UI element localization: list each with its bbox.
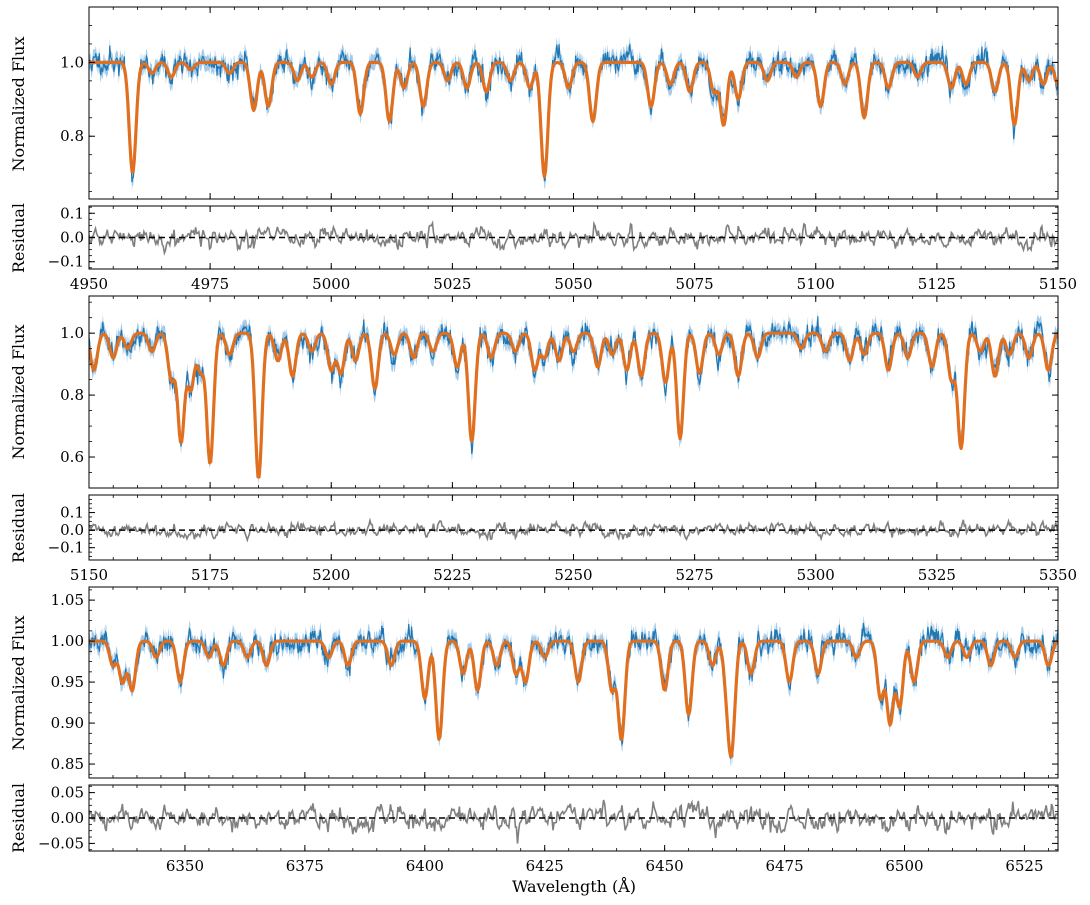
- x-tick-label: 5150: [70, 566, 108, 584]
- y-tick-label: −0.1: [48, 253, 84, 271]
- y-tick-label: 0.0: [60, 229, 84, 247]
- panel-1-residual-axes: −0.1 0.0 0.1 4950 4975 5000 5025 5050 5075 5100 51…: [48, 204, 1078, 293]
- y-tick-label: 1.05: [51, 591, 84, 609]
- model-fit-line: [89, 639, 1058, 759]
- residual-line: [89, 220, 1058, 256]
- x-tick-label: 5225: [433, 566, 471, 584]
- y-tick-label: 1.0: [60, 324, 84, 342]
- x-tick-label: 4950: [70, 275, 108, 293]
- panel-1-series: [89, 36, 1058, 191]
- y-tick-label: 0.00: [51, 809, 84, 827]
- x-tick-label: 5300: [797, 566, 835, 584]
- x-tick-label: 5250: [554, 566, 592, 584]
- x-tick-label: 5325: [918, 566, 956, 584]
- panel-3-spectrum: 0.85 0.90 0.95 1.00 1.05 Normalized Flux: [9, 586, 1059, 779]
- x-tick-label: 6525: [1005, 857, 1043, 875]
- observed-spectrum-line: [89, 622, 1058, 760]
- y-tick-label: 0.0: [60, 521, 84, 539]
- residual-line: [89, 799, 1058, 844]
- panel-1-residual-series: [89, 220, 1058, 256]
- panel-2-residual-axes: −0.10.00.1 5150 5175 5200 5225 5250 5275 5300 53…: [48, 494, 1077, 584]
- y-tick-label: 1.00: [51, 632, 84, 650]
- y-tick-label: −0.05: [38, 834, 84, 852]
- y-tick-label: 1.0: [60, 53, 84, 71]
- y-tick-label: 0.05: [51, 784, 84, 802]
- x-tick-label: 5150: [1039, 275, 1077, 293]
- panel-2-axes: 0.6 0.8 1.0: [60, 295, 1059, 489]
- x-tick-label: 5050: [554, 275, 592, 293]
- x-tick-label: 4975: [191, 275, 229, 293]
- residual-line: [89, 517, 1058, 543]
- y-tick-label: 0.8: [60, 127, 84, 145]
- observed-spectrum-line: [89, 316, 1058, 479]
- panel-1-residual: −0.1 0.0 0.1 4950 4975 5000 5025 5050 5075 5100 51…: [9, 203, 1077, 293]
- model-fit-line: [89, 60, 1058, 179]
- x-axis-label: Wavelength (Å): [512, 876, 636, 896]
- x-tick-label: 6400: [406, 857, 444, 875]
- y-tick-label: 0.8: [60, 386, 84, 404]
- panel-1-axes: 0.8 1.0: [60, 6, 1059, 200]
- model-fit-line: [89, 331, 1058, 479]
- panel-3-residual: −0.05 0.00 0.05 6350 6375 6400 6425 6450 6475 650…: [9, 783, 1059, 875]
- panel-1-spectrum: 0.8 1.0 Normalized Flux: [9, 6, 1059, 200]
- x-tick-label: 5350: [1039, 566, 1077, 584]
- x-tick-label: 6425: [526, 857, 564, 875]
- panel-2-ylabel: Normalized Flux: [9, 325, 28, 460]
- axes-frame: [88, 6, 1059, 200]
- axes-frame: [88, 295, 1059, 489]
- x-tick-label: 5000: [312, 275, 350, 293]
- panel-2-residual-series: [89, 517, 1058, 543]
- panel-2-residual: −0.10.00.1 5150 5175 5200 5225 5250 5275 5300 53…: [9, 493, 1077, 584]
- panel-3-axes: 0.85 0.90 0.95 1.00 1.05: [51, 586, 1059, 779]
- x-tick-label: 5025: [433, 275, 471, 293]
- x-tick-label: 5275: [676, 566, 714, 584]
- y-tick-label: 0.90: [51, 714, 84, 732]
- panel-1-ylabel: Normalized Flux: [9, 37, 28, 172]
- observed-error-band: [89, 36, 1058, 191]
- x-tick-label: 6475: [765, 857, 803, 875]
- observed-error-band: [89, 308, 1058, 486]
- panel-3-ylabel: Normalized Flux: [9, 616, 28, 751]
- y-tick-label: 0.1: [60, 204, 84, 222]
- x-tick-label: 6500: [885, 857, 923, 875]
- panel-1-residual-ylabel: Residual: [9, 203, 28, 273]
- x-tick-label: 5175: [191, 566, 229, 584]
- y-tick-label: 0.95: [51, 673, 84, 691]
- y-tick-label: 0.85: [51, 755, 84, 773]
- y-tick-label: −0.1: [48, 539, 84, 557]
- panel-2-residual-ylabel: Residual: [9, 493, 28, 563]
- panel-3-residual-series: [89, 799, 1058, 844]
- panel-2-spectrum: 0.6 0.8 1.0 Normalized Flux: [9, 295, 1059, 489]
- panel-3-residual-ylabel: Residual: [9, 783, 28, 853]
- panel-2-series: [89, 308, 1058, 486]
- x-tick-label: 6350: [166, 857, 204, 875]
- x-tick-label: 6450: [646, 857, 684, 875]
- y-tick-label: 0.6: [60, 448, 84, 466]
- x-tick-label: 5075: [676, 275, 714, 293]
- x-tick-label: 5125: [918, 275, 956, 293]
- y-tick-label: 0.1: [60, 504, 84, 522]
- panel-3-series: [89, 615, 1058, 767]
- panel-3-residual-axes: −0.05 0.00 0.05 6350 6375 6400 6425 6450 6475 650…: [38, 784, 1059, 875]
- x-tick-label: 6375: [286, 857, 324, 875]
- x-tick-label: 5100: [797, 275, 835, 293]
- x-tick-label: 5200: [312, 566, 350, 584]
